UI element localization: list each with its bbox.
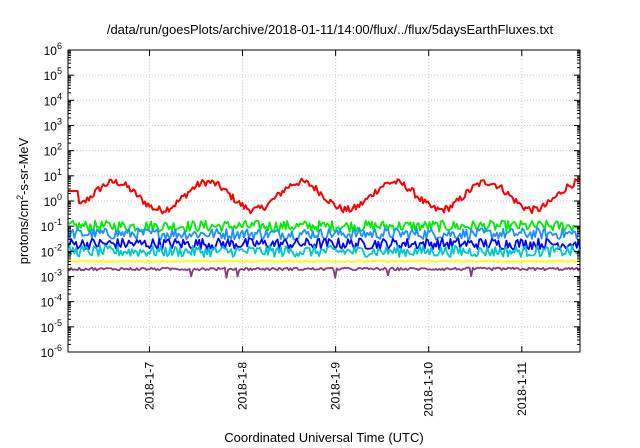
series-line: [67, 237, 581, 251]
chart-title: /data/run/goesPlots/archive/2018-01-11/1…: [107, 22, 554, 37]
y-tick-label: 106: [44, 41, 62, 58]
y-tick-label: 10-2: [41, 242, 62, 259]
y-tick-label: 105: [44, 66, 62, 83]
x-tick-label: 2018-1-8: [236, 362, 250, 410]
series-line: [67, 227, 581, 241]
y-axis-label: protons/cm2-s-sr-MeV: [15, 137, 31, 264]
series-line: [67, 244, 581, 258]
y-tick-label: 103: [44, 117, 62, 134]
y-tick-label: 10-1: [41, 217, 62, 234]
y-tick-label: 100: [44, 192, 62, 209]
series-line: [67, 266, 581, 279]
x-tick-label: 2018-1-10: [422, 362, 436, 417]
y-axis: 106 105 104 103 102 101 100 10-1 10-2 10-3 10-4 10-…: [41, 41, 580, 360]
series-line: [68, 259, 581, 264]
x-tick-label: 2018-1-9: [329, 362, 343, 410]
y-tick-label: 104: [44, 91, 62, 108]
series-group: [67, 177, 581, 279]
x-tick-label: 2018-1-11: [515, 362, 529, 416]
x-axis-label: Coordinated Universal Time (UTC): [224, 430, 423, 445]
y-tick-label: 101: [44, 167, 62, 184]
x-tick-label: 2018-1-7: [142, 362, 156, 410]
y-tick-label: 10-6: [41, 343, 62, 360]
y-tick-label: 10-4: [41, 293, 62, 310]
series-line: [68, 177, 581, 215]
y-tick-label: 102: [44, 142, 62, 159]
y-tick-label: 10-3: [41, 268, 62, 285]
y-tick-label: 10-5: [41, 318, 62, 335]
x-axis: 2018-1-7 2018-1-8 2018-1-9 2018-1-10 2018-1-…: [142, 50, 529, 417]
